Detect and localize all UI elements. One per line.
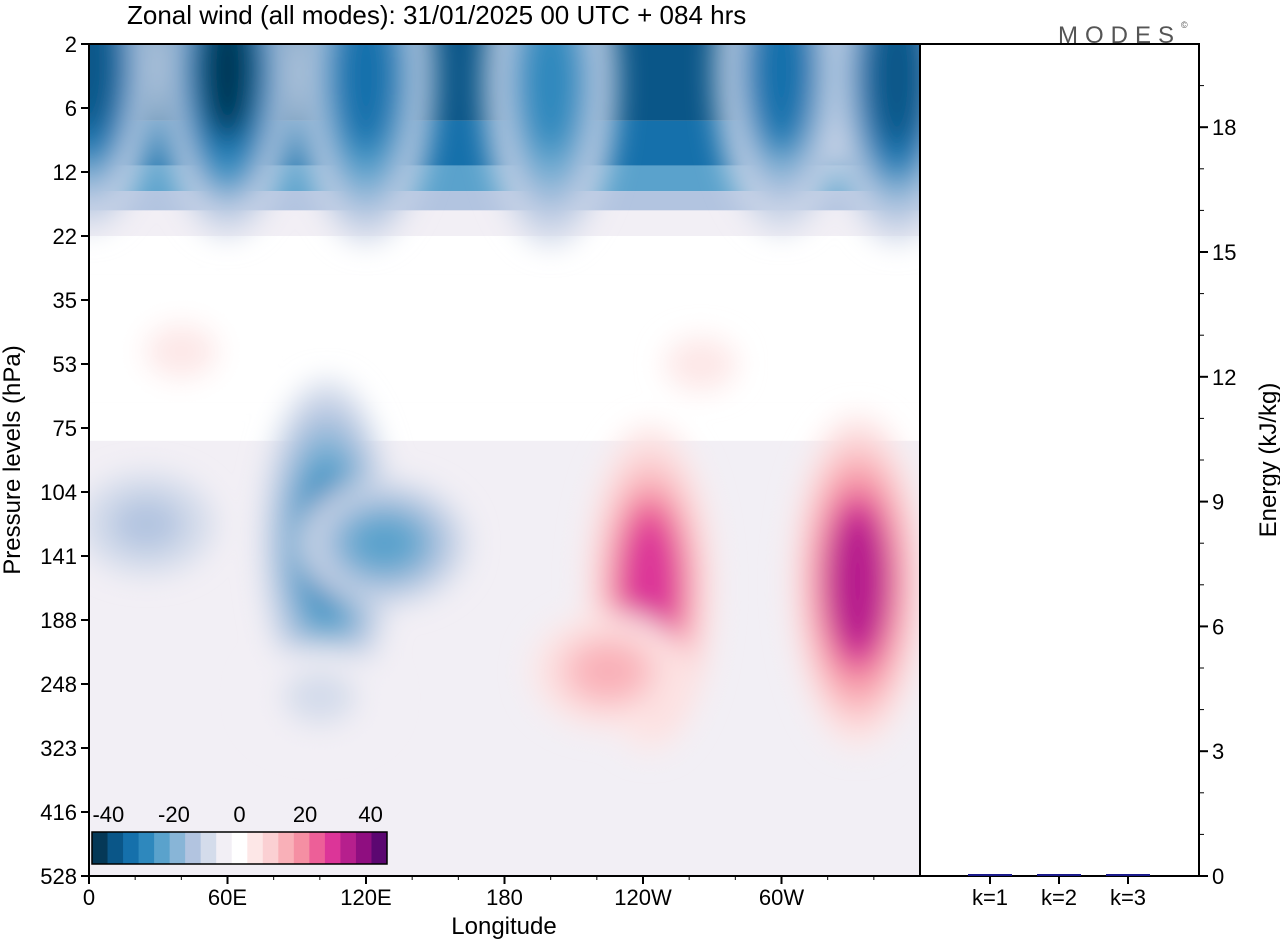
energy-tick-label: 12 (1212, 365, 1236, 390)
colorbar-swatch (340, 832, 357, 864)
wind-contour (664, 337, 737, 391)
colorbar-tick-label: 20 (293, 802, 317, 827)
energy-axis-label: Energy (kJ/kg) (1255, 383, 1280, 538)
wind-band (89, 191, 920, 211)
pressure-tick-label: 416 (40, 800, 77, 825)
pressure-tick-label: 188 (40, 608, 77, 633)
colorbar-swatch (247, 832, 264, 864)
energy-tick-label: 18 (1212, 115, 1236, 140)
colorbar-swatch (324, 832, 341, 864)
energy-bars: k=1 k=2 k=3 (968, 874, 1150, 910)
colorbar-swatch (231, 832, 248, 864)
pressure-tick-label: 2 (65, 32, 77, 57)
energy-bar (968, 874, 1012, 876)
wind-contour (869, 44, 920, 144)
colorbar-tick-label: 40 (358, 802, 382, 827)
wind-contour (110, 497, 183, 551)
wind-band (89, 236, 920, 275)
colorbar-frame (91, 831, 388, 865)
colorbar-tick-label: 0 (233, 802, 245, 827)
wind-contour (572, 644, 645, 699)
pressure-tick-label: 6 (65, 96, 77, 121)
chart-title: Zonal wind (all modes): 31/01/2025 00 UT… (127, 0, 746, 30)
longitude-tick-label: 0 (83, 885, 95, 910)
colorbar-swatch (355, 832, 372, 864)
wind-contour (348, 516, 421, 571)
wind-contour (339, 44, 393, 144)
energy-category-label: k=3 (1110, 885, 1146, 910)
colorbar-swatch (293, 832, 310, 864)
colorbar-swatch (371, 832, 388, 864)
longitude-tick-label: 60W (759, 885, 804, 910)
colorbar-swatch (107, 832, 124, 864)
colorbar-swatch (185, 832, 202, 864)
wind-contour (754, 44, 809, 138)
modes-logo-mark: © (1181, 20, 1188, 30)
wind-band (89, 402, 920, 441)
wind-contour (283, 669, 356, 724)
y-axis-label: Pressure levels (hPa) (0, 345, 26, 574)
energy-category-label: k=1 (972, 885, 1008, 910)
pressure-tick-label: 104 (40, 480, 77, 505)
energy-tick-label: 6 (1212, 614, 1224, 639)
pressure-tick-label: 528 (40, 864, 77, 889)
pressure-tick-label: 12 (53, 160, 77, 185)
energy-panel-frame (919, 43, 1200, 877)
colorbar-swatch (216, 832, 233, 864)
colorbar-swatch (92, 832, 109, 864)
colorbar-swatch (278, 832, 295, 864)
wind-contour (830, 514, 885, 650)
colorbar-tick-label: -20 (158, 802, 190, 827)
colorbar-swatch (138, 832, 155, 864)
colorbar: -40 -20 0 20 40 (91, 802, 388, 865)
longitude-tick-label: 120E (340, 885, 391, 910)
pressure-tick-label: 22 (53, 224, 77, 249)
pressure-tick-label: 323 (40, 736, 77, 761)
colorbar-swatch (262, 832, 279, 864)
colorbar-swatch (169, 832, 186, 864)
zonal-wind-heatmap (89, 44, 920, 876)
longitude-tick-label: 180 (486, 885, 523, 910)
pressure-axis: 2 6 12 22 35 53 75 104 141 188 248 323 416 528 (40, 32, 89, 889)
pressure-tick-label: 53 (53, 352, 77, 377)
colorbar-swatch (200, 832, 217, 864)
energy-category-label: k=2 (1041, 885, 1077, 910)
energy-axis: 0 3 6 9 12 15 18 (1199, 85, 1236, 889)
wind-contour (89, 44, 116, 131)
colorbar-swatch (154, 832, 171, 864)
longitude-tick-label: 120W (614, 885, 672, 910)
colorbar-tick-label: -40 (92, 802, 124, 827)
colorbar-swatch (309, 832, 326, 864)
pressure-tick-label: 35 (53, 288, 77, 313)
pressure-tick-label: 75 (53, 416, 77, 441)
longitude-tick-label: 60E (208, 885, 247, 910)
wind-contour (523, 44, 578, 150)
energy-tick-label: 0 (1212, 864, 1224, 889)
energy-tick-label: 3 (1212, 739, 1224, 764)
pressure-tick-label: 141 (40, 544, 77, 569)
x-axis-label: Longitude (451, 913, 556, 940)
wind-contour (145, 324, 218, 379)
energy-tick-label: 9 (1212, 490, 1224, 515)
longitude-axis: 0 60E 120E 180 120W 60W (83, 876, 875, 910)
energy-bar (1106, 874, 1150, 876)
wind-contour (200, 44, 255, 138)
colorbar-swatch (123, 832, 140, 864)
energy-tick-label: 15 (1212, 240, 1236, 265)
energy-bar (1037, 874, 1081, 876)
pressure-tick-label: 248 (40, 672, 77, 697)
